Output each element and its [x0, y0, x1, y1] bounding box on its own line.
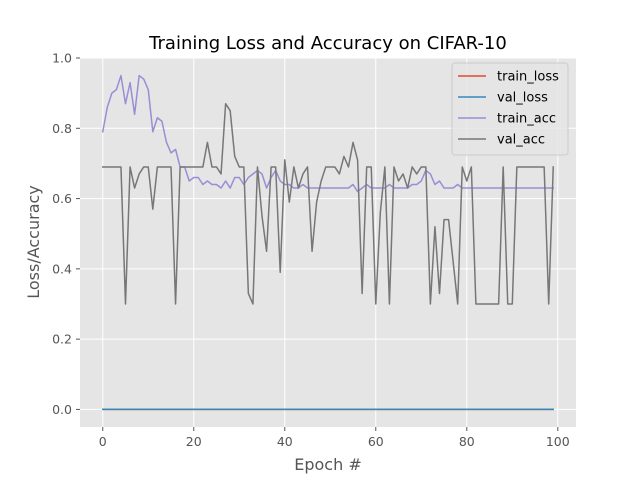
y-tick-label: 0.6	[52, 191, 72, 206]
x-tick-label: 20	[186, 434, 202, 449]
legend-box	[451, 62, 569, 156]
x-tick-label: 0	[99, 434, 107, 449]
legend-label: train_acc	[497, 112, 556, 127]
series-line-val-acc	[102, 102, 555, 305]
series-lines	[101, 74, 555, 411]
x-axis-label: Epoch #	[294, 455, 361, 474]
y-tick-label: 0.0	[52, 402, 72, 417]
x-tick-label: 100	[546, 434, 570, 449]
x-tick-label: 40	[277, 434, 293, 449]
legend-label: val_acc	[497, 133, 545, 148]
x-tick-label: 60	[368, 434, 384, 449]
y-tick-label: 1.0	[52, 51, 72, 66]
x-tick-label: 80	[459, 434, 475, 449]
y-tick-label: 0.8	[52, 121, 72, 136]
legend-label: val_loss	[497, 91, 548, 106]
legend-label: train_loss	[497, 70, 559, 85]
y-axis-label: Loss/Accuracy	[24, 185, 43, 299]
axis-ticks: 0 20 40 60 80 100 0.0 0.2 0.4 0.6 0.8 1.0	[52, 51, 570, 450]
legend: train_loss val_loss train_acc val_acc	[451, 62, 569, 156]
y-tick-label: 0.2	[52, 332, 72, 347]
chart-title: Training Loss and Accuracy on CIFAR-10	[148, 33, 507, 54]
y-tick-label: 0.4	[52, 261, 72, 276]
series-line-train-acc	[101, 74, 554, 193]
